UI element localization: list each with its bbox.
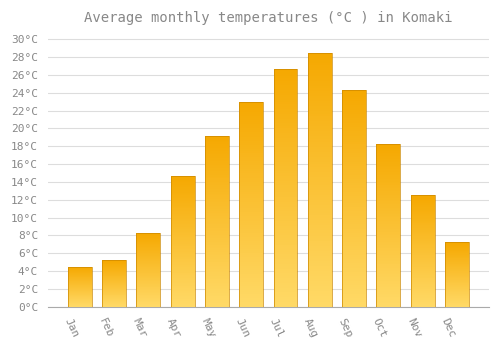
Title: Average monthly temperatures (°C ) in Komaki: Average monthly temperatures (°C ) in Ko… [84, 11, 452, 25]
